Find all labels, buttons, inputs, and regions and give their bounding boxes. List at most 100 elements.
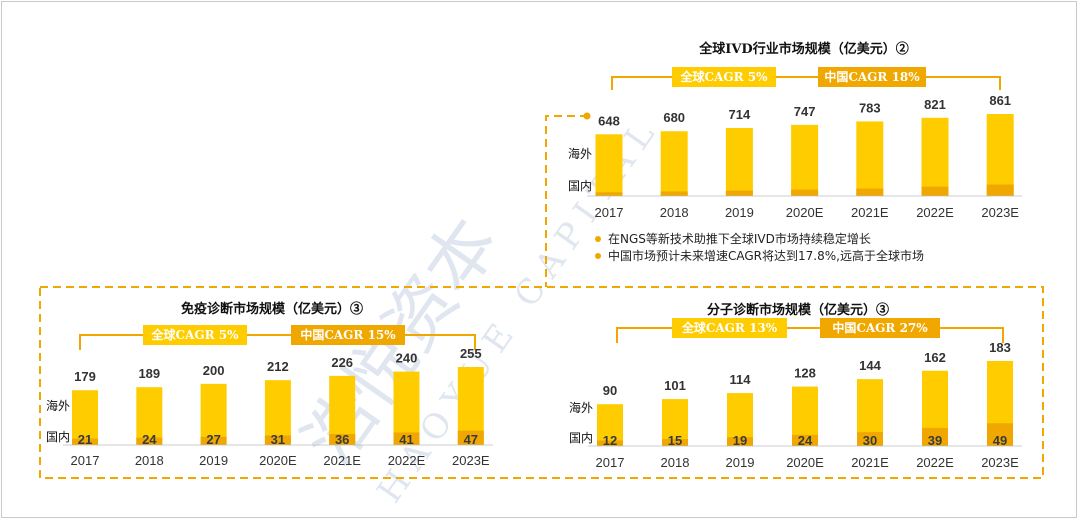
- ivd-category-label: 2017: [595, 205, 624, 220]
- immuno-overseas-label: 海外: [46, 398, 70, 413]
- immuno-bar-overseas: [329, 375, 356, 445]
- immuno-domestic-label: 24: [142, 432, 157, 447]
- ivd-bar-overseas: [986, 114, 1014, 196]
- immuno-total-label: 212: [267, 359, 289, 374]
- immuno-total-label: 226: [331, 355, 353, 370]
- molecular-total-label: 114: [730, 372, 752, 387]
- molecular-total-label: 101: [664, 378, 686, 393]
- immuno-category-label: 2023E: [452, 453, 490, 468]
- molecular-domestic-label: 15: [668, 433, 682, 448]
- molecular-cagr-bracket: [616, 327, 1004, 343]
- immuno-category-label: 2022E: [388, 453, 426, 468]
- molecular-bar-domestic: [987, 423, 1013, 446]
- ivd-category-label: 2021E: [851, 205, 889, 220]
- ivd-bar-domestic: [921, 186, 949, 196]
- molecular-cagr-china-box: [820, 318, 940, 338]
- dashed-frame: [39, 115, 1044, 479]
- molecular-domestic-label: 24: [798, 433, 813, 448]
- molecular-total-label: 128: [794, 366, 816, 381]
- immuno-cagr-bracket: [79, 334, 476, 350]
- immuno-total-label: 179: [74, 369, 96, 384]
- ivd-cagr-global-box: [672, 67, 776, 87]
- molecular-total-label: 183: [989, 340, 1011, 355]
- immuno-bar-domestic: [329, 433, 356, 445]
- marker-dot: [583, 112, 591, 120]
- ivd-domestic-label: 国内: [568, 179, 592, 193]
- immuno-cagr-china-label: 中国CAGR 15%: [300, 327, 396, 342]
- note-bullet: [595, 236, 601, 242]
- ivd-bar-overseas: [660, 131, 688, 196]
- molecular-bar-domestic: [857, 432, 883, 446]
- molecular-bar-domestic: [662, 439, 688, 446]
- molecular-total-label: 90: [603, 383, 617, 398]
- molecular-domestic-label: 国内: [569, 431, 593, 445]
- immuno-bar-domestic: [264, 435, 291, 445]
- molecular-cagr-china-label: 中国CAGR 27%: [832, 320, 928, 335]
- molecular-domestic-label: 12: [603, 433, 617, 448]
- molecular-domestic-label: 19: [733, 433, 747, 448]
- molecular-bar-overseas: [662, 399, 688, 446]
- ivd-category-label: 2020E: [786, 205, 824, 220]
- molecular-bar-overseas: [597, 404, 623, 446]
- immuno-category-label: 2018: [135, 453, 164, 468]
- molecular-domestic-label: 39: [928, 433, 942, 448]
- immuno-cagr-china-box: [291, 325, 405, 345]
- ivd-bar-overseas: [595, 134, 623, 196]
- ivd-cagr-china-label: 中国CAGR 18%: [824, 69, 920, 84]
- ivd-total-label: 714: [729, 107, 751, 122]
- immuno-total-label: 200: [203, 363, 225, 378]
- molecular-overseas-label: 海外: [569, 400, 593, 415]
- molecular-category-label: 2022E: [916, 455, 954, 470]
- immuno-domestic-label: 36: [335, 432, 349, 447]
- immuno-total-label: 255: [460, 346, 482, 361]
- ivd-total-label: 747: [794, 104, 816, 119]
- molecular-domestic-label: 49: [993, 433, 1007, 448]
- molecular-category-label: 2020E: [786, 455, 824, 470]
- immuno-category-label: 2020E: [259, 453, 297, 468]
- ivd-chart-title: 全球IVD行业市场规模（亿美元）②: [698, 41, 908, 57]
- ivd-bar-domestic: [986, 184, 1014, 196]
- immuno-bar-overseas: [136, 387, 163, 445]
- note-1: 在NGS等新技术助推下全球IVD市场持续稳定增长: [608, 231, 871, 246]
- immuno-category-label: 2019: [199, 453, 228, 468]
- molecular-category-label: 2018: [661, 455, 690, 470]
- ivd-total-label: 783: [859, 100, 881, 115]
- ivd-total-label: 861: [989, 93, 1011, 108]
- ivd-cagr-bracket: [611, 76, 1001, 90]
- molecular-domestic-label: 30: [863, 433, 877, 448]
- molecular-total-label: 162: [924, 350, 946, 365]
- immuno-domestic-label: 27: [206, 432, 220, 447]
- notes: 在NGS等新技术助推下全球IVD市场持续稳定增长 中国市场预计未来增速CAGR将…: [595, 231, 924, 263]
- immuno-bar-domestic: [72, 438, 98, 445]
- immuno-category-label: 2017: [71, 453, 100, 468]
- molecular-chart-title: 分子诊断市场规模（亿美元）③: [707, 302, 889, 318]
- immuno-total-label: 189: [138, 366, 160, 381]
- ivd-bar-overseas: [791, 124, 819, 196]
- immuno-bar-domestic: [200, 436, 227, 445]
- immuno-category-label: 2021E: [323, 453, 361, 468]
- immuno-chart-title: 免疫诊断市场规模（亿美元）③: [181, 301, 363, 317]
- immuno-domestic-label: 31: [271, 432, 285, 447]
- ivd-total-label: 680: [663, 110, 685, 125]
- ivd-cagr-global-label: 全球CAGR 5%: [679, 69, 768, 84]
- ivd-bar-domestic: [856, 188, 884, 196]
- immuno-domestic-label: 国内: [46, 430, 70, 444]
- ivd-bar-domestic: [660, 191, 688, 196]
- ivd-bar-overseas: [856, 121, 884, 196]
- molecular-bar-domestic: [792, 434, 818, 446]
- immuno-cagr-global-box: [143, 325, 247, 345]
- note-2: 中国市场预计未来增速CAGR将达到17.8%,远高于全球市场: [608, 248, 924, 263]
- immuno-total-label: 240: [396, 351, 418, 366]
- immuno-bar-domestic: [393, 432, 420, 445]
- immuno-domestic-label: 41: [399, 432, 413, 447]
- molecular-bar-domestic: [727, 437, 753, 446]
- molecular-category-label: 2019: [726, 455, 755, 470]
- note-bullet: [595, 253, 601, 259]
- ivd-category-label: 2023E: [981, 205, 1019, 220]
- molecular-cagr-global-label: 全球CAGR 13%: [681, 320, 778, 335]
- immuno-bar-overseas: [72, 390, 98, 445]
- ivd-total-label: 648: [598, 113, 620, 128]
- immuno-cagr-global-label: 全球CAGR 5%: [150, 327, 239, 342]
- immuno-domestic-label: 47: [464, 432, 478, 447]
